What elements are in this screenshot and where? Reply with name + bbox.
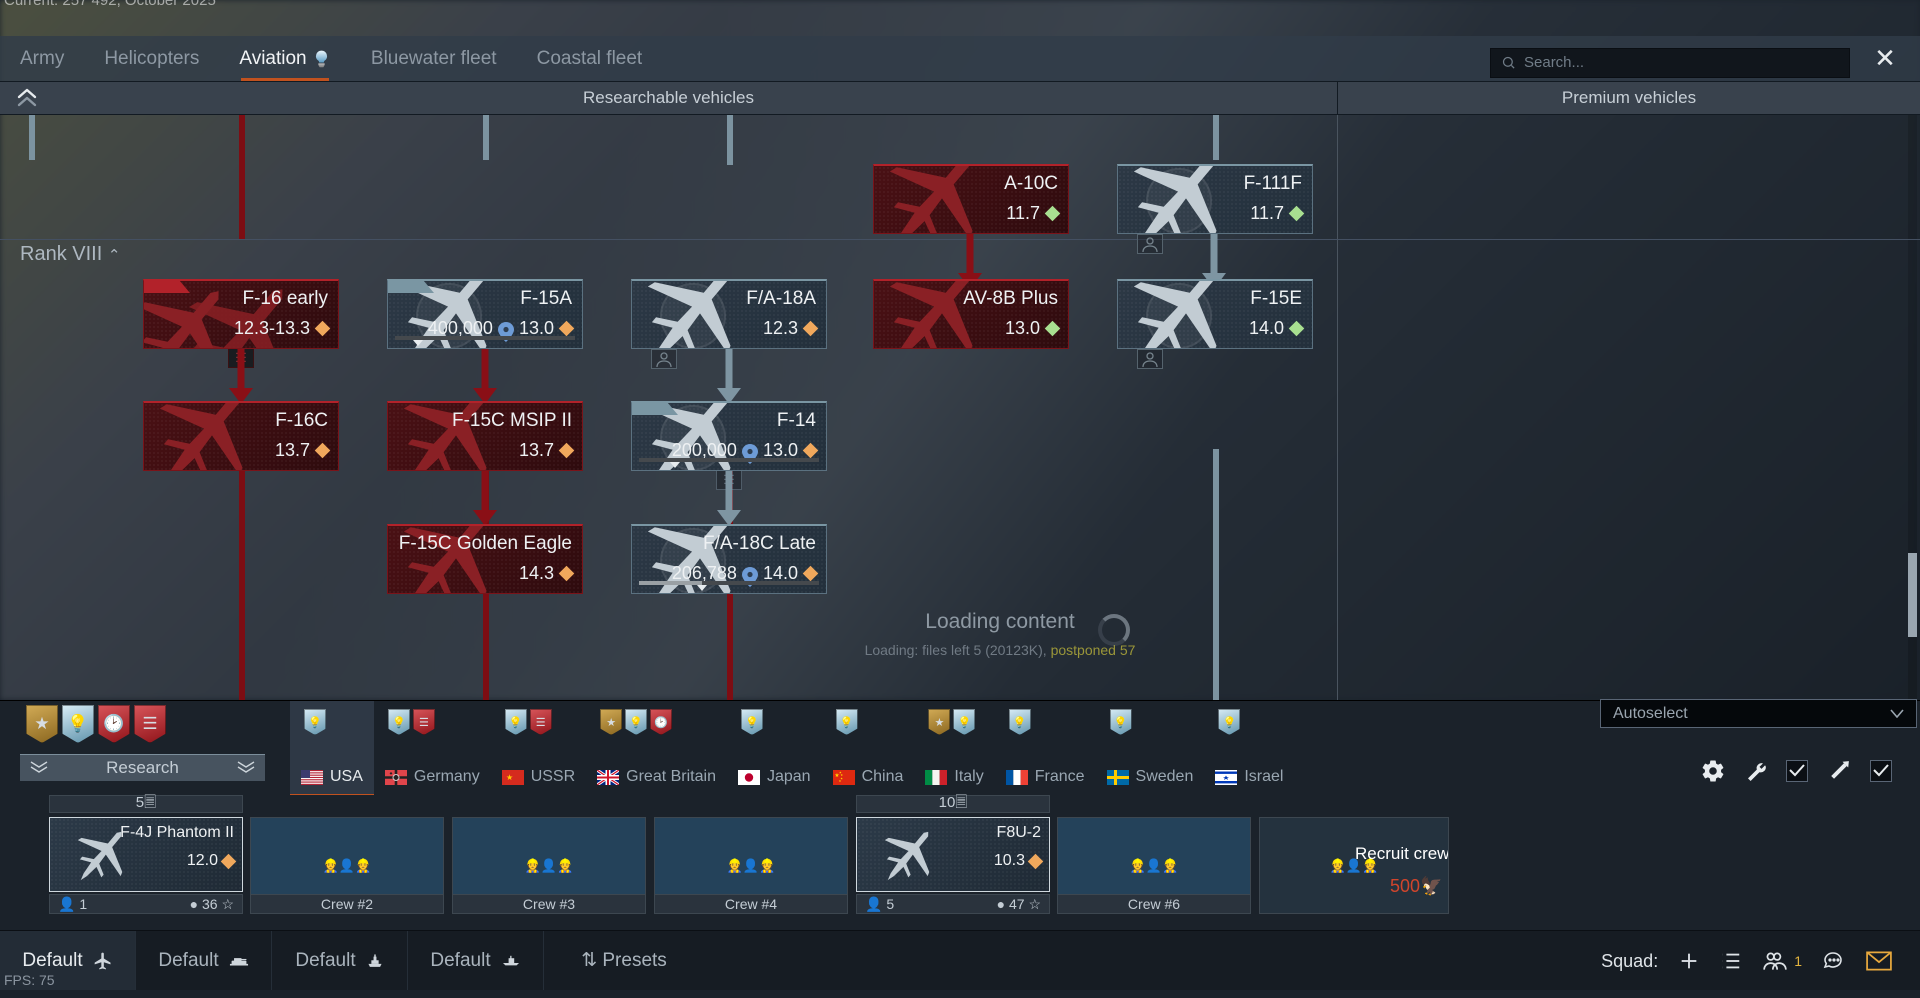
svg-text:★: ★ (506, 773, 513, 782)
svg-text:★: ★ (838, 779, 841, 783)
